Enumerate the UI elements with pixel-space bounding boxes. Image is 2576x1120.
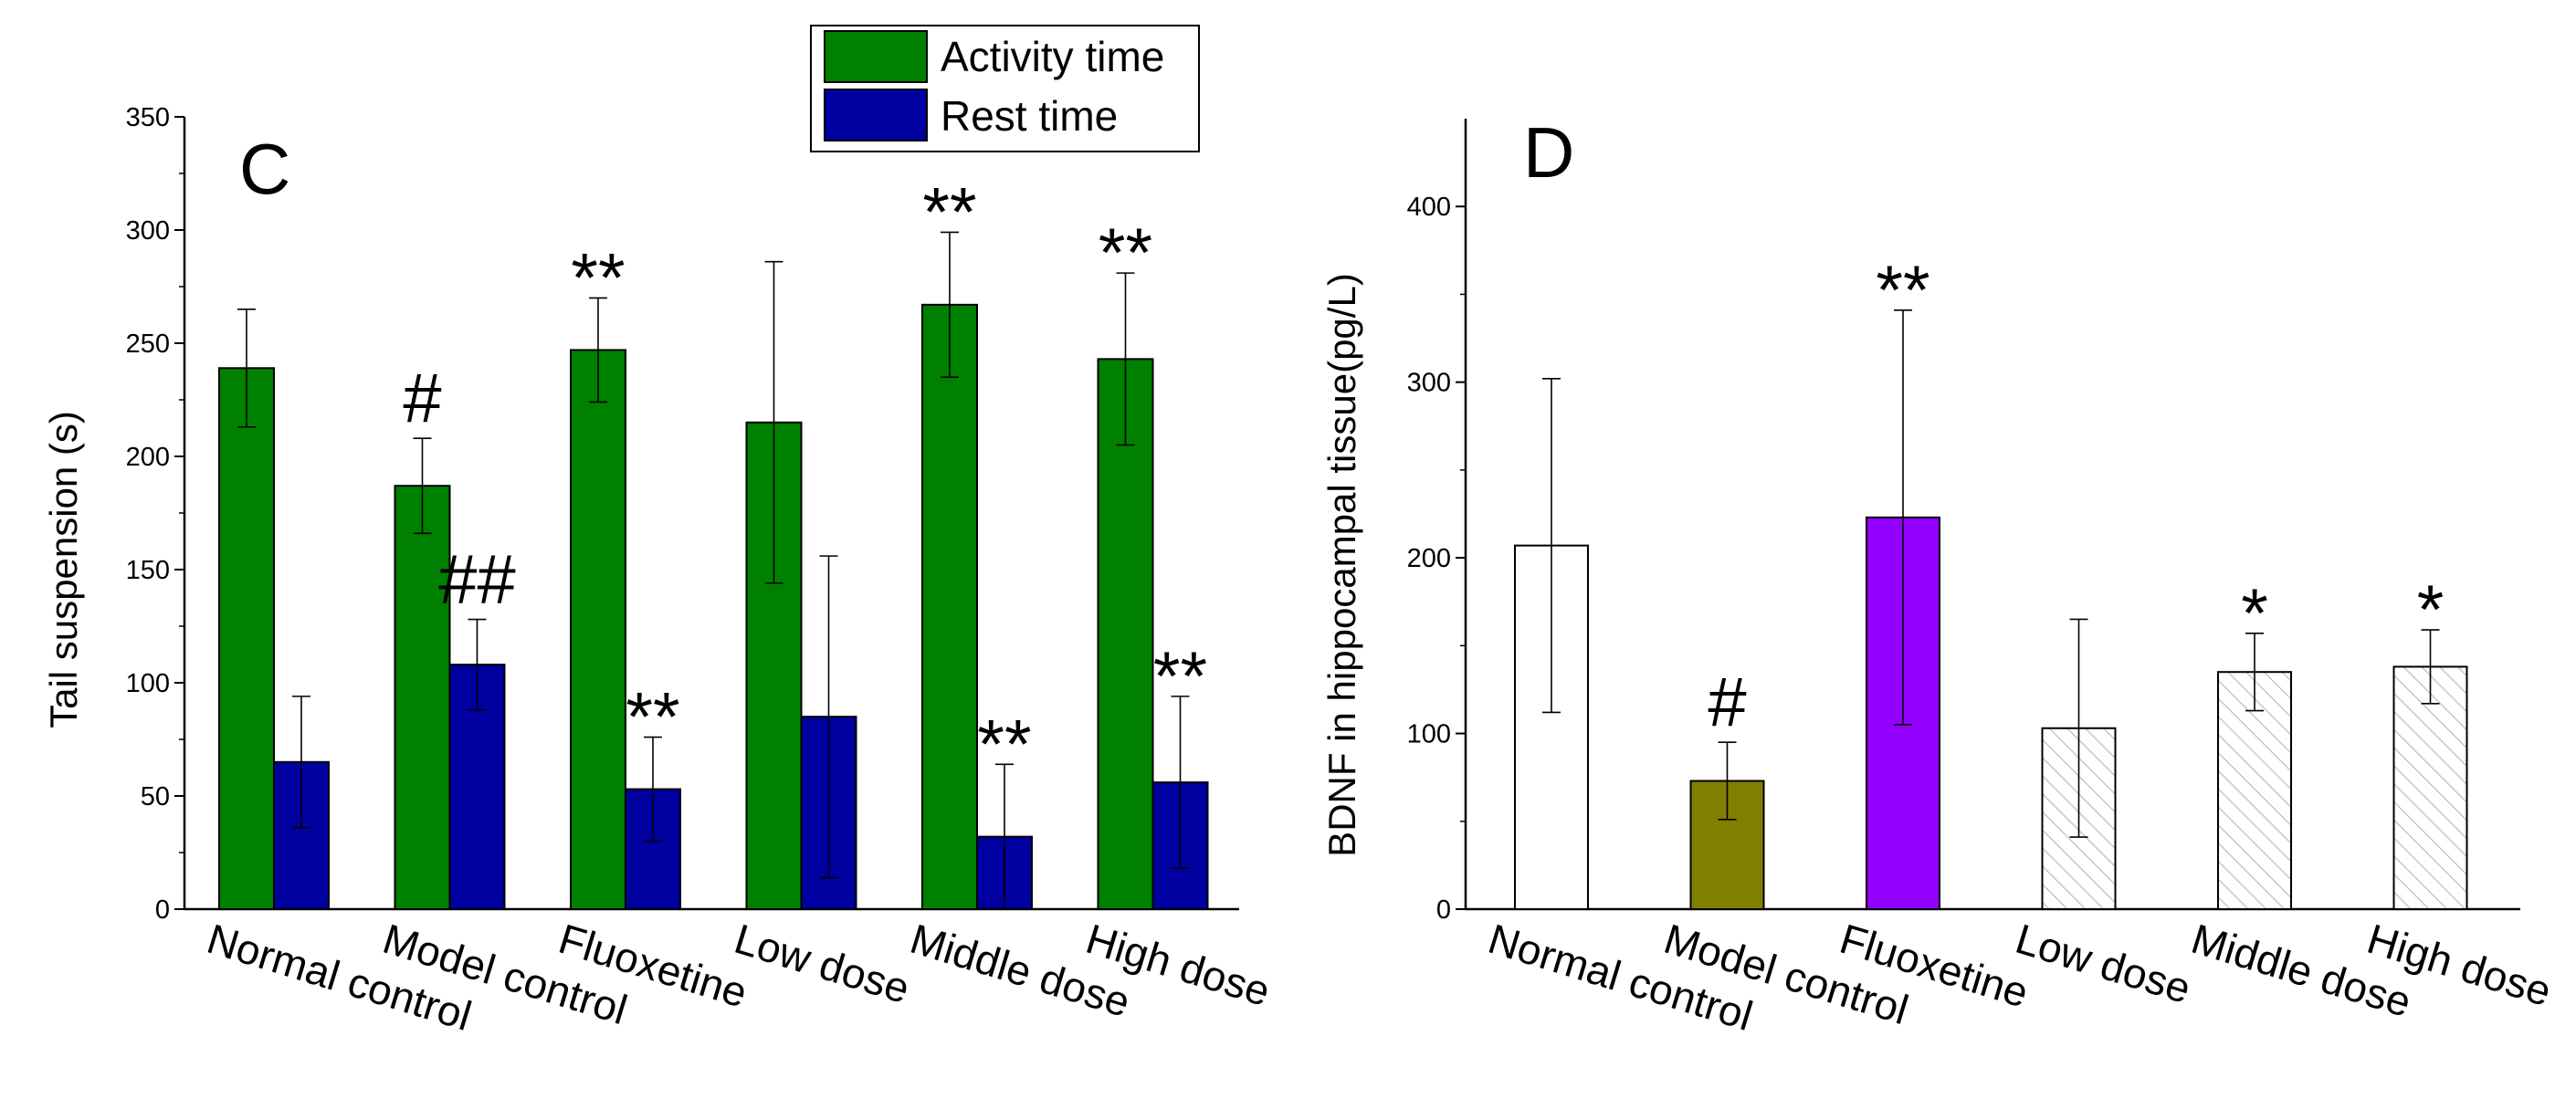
sig-bdnf-model-control: # <box>1708 664 1746 741</box>
panel-c-y-tick-label: 250 <box>126 330 170 359</box>
bar-activity-time-normal-control <box>218 367 275 910</box>
bar-activity-time-high-dose <box>1097 358 1154 910</box>
legend-label-activity: Activity time <box>941 33 1164 80</box>
bar-activity-time-model-control <box>394 485 451 910</box>
panel-c-y-tick-label: 150 <box>126 556 170 585</box>
panel-c-x-label-low-dose: Low dose <box>730 915 916 1012</box>
panel-d-y-axis-title: BDNF in hippocampal tissue(pg/L) <box>1320 273 1363 857</box>
panel-c-y-axis-title: Tail suspension (s) <box>42 411 85 728</box>
panel-c-chart: Tail suspension (s) C 0 50 100 150 200 250 300… <box>42 25 1276 1040</box>
panel-c-y-tick-label: 50 <box>141 782 170 811</box>
sig-activity-time-fluoxetine: ** <box>571 239 625 317</box>
sig-activity-time-model-control: # <box>403 360 441 437</box>
panel-d-y-tick-label: 300 <box>1407 369 1451 398</box>
sig-bdnf-middle-dose: * <box>2241 575 2268 653</box>
sig-rest-time-high-dose: ** <box>1153 638 1207 716</box>
panel-c-y-tick-label: 100 <box>126 669 170 698</box>
bar-bdnf-middle-dose <box>2217 671 2292 910</box>
panel-c-y-tick-label: 0 <box>155 895 170 925</box>
panel-c-y-tick-label: 300 <box>126 216 170 246</box>
panel-d-y-tick-label: 400 <box>1407 193 1451 222</box>
sig-rest-time-model-control: ## <box>438 541 516 619</box>
panel-c-y-tick-label: 200 <box>126 443 170 472</box>
panel-d-y-tick-label: 100 <box>1407 720 1451 749</box>
bar-activity-time-fluoxetine <box>570 349 626 910</box>
panel-d-chart: BDNF in hippocampal tissue(pg/L) D 0 100 2… <box>1320 112 2557 1040</box>
sig-rest-time-middle-dose: ** <box>977 706 1031 783</box>
bar-activity-time-middle-dose <box>921 303 978 910</box>
legend-label-rest: Rest time <box>941 92 1118 140</box>
panel-c-legend: Activity time Rest time <box>810 25 1200 152</box>
legend-swatch-rest <box>824 89 928 141</box>
sig-rest-time-fluoxetine: ** <box>626 679 679 757</box>
panel-c-plot-area: 050100150200250300350###************Norm… <box>126 103 1276 1040</box>
panel-d-label: D <box>1523 112 1574 193</box>
legend-box <box>810 25 1200 152</box>
panel-d-x-label-low-dose: Low dose <box>2011 915 2197 1012</box>
sig-bdnf-fluoxetine: ** <box>1876 252 1929 330</box>
panel-d-y-tick-label: 0 <box>1436 895 1451 925</box>
bar-rest-time-model-control <box>448 664 506 910</box>
sig-activity-time-middle-dose: ** <box>922 173 976 251</box>
sig-activity-time-high-dose: ** <box>1099 215 1152 292</box>
legend-swatch-activity <box>824 30 928 83</box>
panel-c-label: C <box>239 129 290 209</box>
panel-c-y-tick-label: 350 <box>126 103 170 132</box>
sig-bdnf-high-dose: * <box>2417 571 2445 649</box>
panel-d-y-tick-label: 200 <box>1407 544 1451 573</box>
